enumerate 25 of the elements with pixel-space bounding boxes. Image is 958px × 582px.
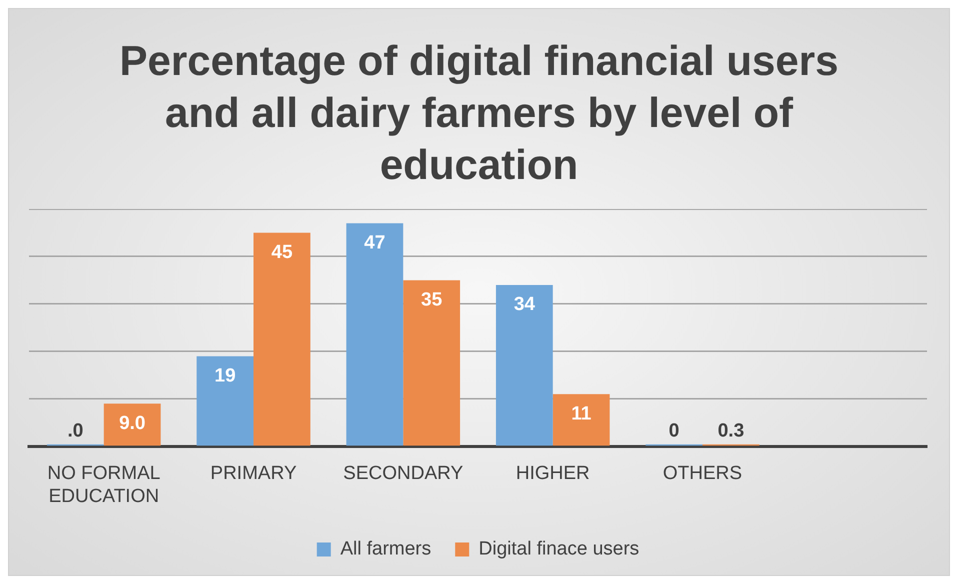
x-tick-label: OTHERS [662, 463, 742, 484]
data-label: 47 [364, 232, 386, 254]
bar [403, 280, 460, 446]
bar [254, 232, 310, 446]
bar [346, 223, 404, 446]
bar [104, 404, 161, 446]
data-label: 9.0 [119, 412, 146, 434]
data-label: 11 [571, 403, 592, 424]
x-tick-label: HIGHER [516, 463, 590, 484]
x-tick-label: NO FORMAL EDUCATION [47, 463, 160, 507]
chart-title: Percentage of digital financial users and all dairy farmers by level of education [118, 36, 840, 190]
x-tick-label: SECONDARY [343, 463, 464, 484]
legend-label: All farmers [340, 538, 432, 560]
data-label: 45 [271, 242, 293, 263]
data-label: 35 [421, 289, 443, 310]
bar [552, 394, 610, 446]
data-label: 34 [514, 294, 536, 316]
data-label: 0.3 [718, 420, 744, 442]
bar [196, 356, 254, 446]
data-label: 19 [214, 365, 236, 386]
bar [496, 284, 553, 446]
legend-label: Digital finace users [478, 538, 640, 560]
data-label: 0 [668, 420, 680, 442]
x-tick-label: PRIMARY [210, 463, 297, 484]
data-label: .0 [67, 420, 84, 442]
